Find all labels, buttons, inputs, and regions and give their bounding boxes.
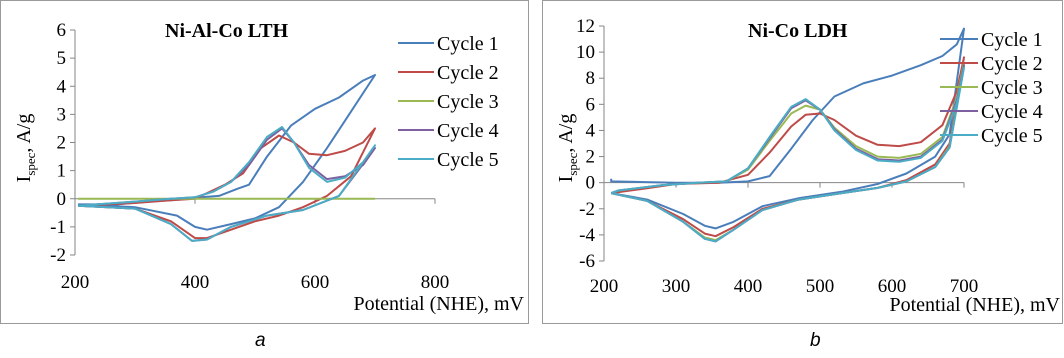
y-axis-label: Ispec, A/g — [13, 114, 38, 183]
chart-title: Ni-Al-Co LTH — [165, 20, 289, 42]
y-tick-label: -6 — [579, 251, 595, 272]
legend-label-cycle-3: Cycle 3 — [437, 91, 499, 113]
legend-label-cycle-1: Cycle 1 — [437, 33, 499, 55]
y-tick-label: 5 — [57, 48, 67, 69]
x-axis-label: Potential (NHE), mV — [353, 293, 524, 315]
chart-a-svg: -2 -1 0 1 2 3 4 5 6 200 400 600 800 Ni-Al-Co LTH Cycle… — [0, 0, 529, 324]
series-line-cycle-5 — [77, 126, 376, 242]
y-tick-label: 0 — [586, 173, 596, 194]
y-axis-label-main: I — [555, 176, 577, 183]
legend-label-cycle-2: Cycle 2 — [437, 62, 499, 84]
legend-label-cycle-4: Cycle 4 — [981, 101, 1043, 123]
y-axis-label-unit: , A/g — [555, 114, 577, 153]
y-tick-label: 0 — [57, 189, 67, 210]
x-tick-label: 600 — [878, 276, 907, 297]
y-tick-label: 6 — [586, 94, 596, 115]
x-tick-label: 400 — [734, 276, 763, 297]
y-tick-label: 10 — [576, 42, 595, 63]
y-tick-label: 2 — [586, 147, 596, 168]
y-axis-label-sub: spec — [565, 152, 580, 175]
caption-b: b — [810, 330, 821, 351]
y-tick-label: 1 — [57, 161, 67, 182]
chart-title: Ni-Co LDH — [748, 20, 848, 42]
y-axis-label-sub: spec — [23, 152, 38, 175]
legend-label-cycle-5: Cycle 5 — [981, 125, 1043, 147]
x-tick-label: 200 — [61, 272, 90, 293]
y-tick-label: 2 — [57, 133, 67, 154]
caption-a: a — [255, 330, 266, 351]
y-tick-label: 12 — [576, 16, 595, 37]
x-tick-label: 600 — [301, 272, 330, 293]
y-tick-label: -4 — [579, 225, 595, 246]
x-tick-label: 700 — [950, 276, 979, 297]
chart-b-frame — [542, 0, 1063, 324]
chart-panel-a: -2 -1 0 1 2 3 4 5 6 200 400 600 800 Ni-Al-Co LTH Cycle… — [0, 0, 530, 325]
legend-label-cycle-2: Cycle 2 — [981, 53, 1043, 75]
y-tick-label: 4 — [586, 120, 596, 141]
series-line-cycle-5 — [610, 66, 965, 243]
y-tick-label: 6 — [57, 20, 67, 41]
series-line-cycle-2 — [610, 56, 965, 238]
chart-panel-b: -6 -4 -2 0 2 4 6 8 10 12 200 300 400 500 600 700 Ni-Co L… — [542, 0, 1064, 325]
x-tick-label: 500 — [806, 276, 835, 297]
y-tick-label: 4 — [57, 76, 67, 97]
y-axis-label-main: I — [13, 176, 35, 183]
y-axis-label-group: Ispec, A/g — [13, 114, 38, 183]
y-tick-label: -2 — [50, 245, 66, 266]
x-tick-label: 400 — [181, 272, 210, 293]
y-tick-label: 3 — [57, 104, 67, 125]
y-tick-label: -2 — [579, 199, 595, 220]
x-axis-label: Potential (NHE), mV — [889, 294, 1060, 316]
legend-label-cycle-1: Cycle 1 — [981, 29, 1043, 51]
x-tick-label: 200 — [590, 276, 619, 297]
y-tick-label: -1 — [50, 217, 66, 238]
legend-label-cycle-4: Cycle 4 — [437, 120, 499, 142]
series-line-cycle-1 — [610, 27, 965, 230]
chart-b-svg: -6 -4 -2 0 2 4 6 8 10 12 200 300 400 500 600 700 Ni-Co L… — [542, 0, 1063, 324]
x-tick-label: 300 — [662, 276, 691, 297]
y-axis-label: Ispec, A/g — [555, 114, 580, 183]
legend-label-cycle-5: Cycle 5 — [437, 149, 499, 171]
y-tick-label: 8 — [586, 68, 596, 89]
x-tick-label: 800 — [421, 272, 450, 293]
legend-label-cycle-3: Cycle 3 — [981, 77, 1043, 99]
y-axis-label-group: Ispec, A/g — [555, 114, 580, 183]
y-axis-label-unit: , A/g — [13, 114, 35, 153]
